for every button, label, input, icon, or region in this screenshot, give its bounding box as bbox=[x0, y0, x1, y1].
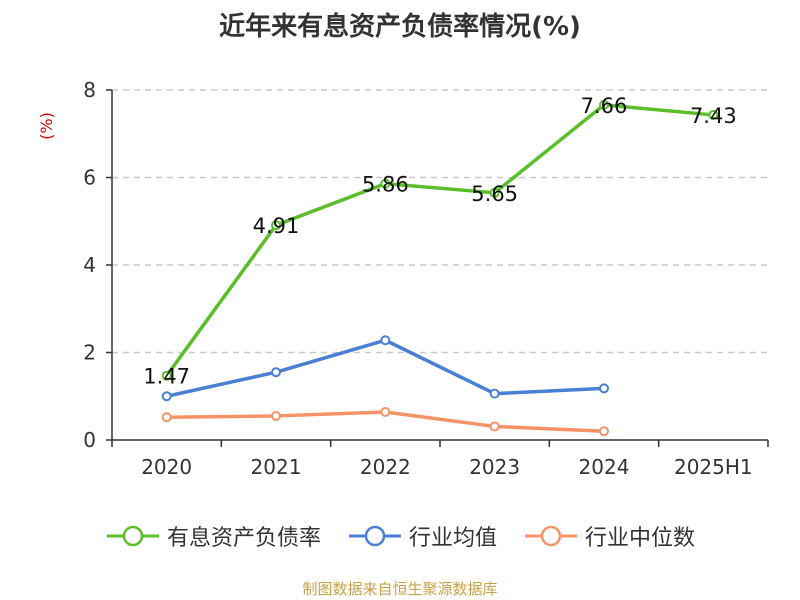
chart-title: 近年来有息资产负债率情况(%) bbox=[219, 12, 581, 42]
data-point bbox=[271, 410, 281, 421]
data-source-note: 制图数据来自恒生聚源数据库 bbox=[302, 580, 498, 598]
y-tick-label: 6 bbox=[83, 166, 96, 190]
series-line-1 bbox=[166, 338, 605, 398]
y-tick-label: 0 bbox=[83, 428, 96, 452]
y-tick-label: 4 bbox=[83, 253, 96, 277]
data-point bbox=[380, 407, 391, 417]
y-axis-label: (%) bbox=[37, 112, 56, 140]
data-point bbox=[161, 370, 172, 381]
data-point bbox=[161, 391, 172, 402]
data-label: 1.47 bbox=[143, 365, 190, 389]
x-tick-label: 2024 bbox=[579, 455, 630, 479]
legend-label: 行业中位数 bbox=[585, 526, 696, 551]
x-tick-label: 2025H1 bbox=[674, 455, 753, 479]
data-label: 5.65 bbox=[471, 182, 518, 206]
legend-item[interactable]: 行业中位数 bbox=[523, 520, 695, 552]
data-point bbox=[489, 421, 500, 432]
x-tick-label: 2023 bbox=[469, 455, 520, 479]
data-point bbox=[599, 383, 609, 394]
legend-label: 行业均值 bbox=[408, 526, 497, 551]
legend-marker-icon bbox=[348, 525, 401, 547]
data-point bbox=[161, 412, 172, 423]
data-point bbox=[708, 109, 719, 120]
data-label: 7.43 bbox=[690, 104, 737, 128]
data-point bbox=[489, 187, 500, 198]
y-tick-label: 8 bbox=[83, 78, 96, 102]
data-point bbox=[599, 99, 609, 110]
y-tick-label: 2 bbox=[83, 341, 96, 365]
data-point bbox=[380, 335, 391, 346]
legend-item[interactable]: 有息资产负债率 bbox=[105, 520, 321, 552]
data-point bbox=[271, 367, 281, 378]
data-label: 5.86 bbox=[362, 173, 409, 197]
data-point bbox=[599, 426, 609, 437]
data-point bbox=[380, 178, 391, 189]
legend-marker-icon bbox=[525, 525, 577, 547]
legend-label: 有息资产负债率 bbox=[166, 526, 321, 551]
legend-marker-icon bbox=[106, 525, 159, 547]
series-line-0 bbox=[165, 103, 714, 377]
data-label: 4.91 bbox=[253, 214, 300, 238]
x-tick-label: 2022 bbox=[360, 455, 411, 479]
x-tick-label: 2020 bbox=[141, 455, 192, 479]
data-label: 7.66 bbox=[581, 94, 628, 118]
x-tick-label: 2021 bbox=[251, 455, 302, 479]
chart-legend: 有息资产负债率 行业均值 行业中位数 bbox=[0, 520, 800, 552]
data-point bbox=[489, 388, 500, 399]
legend-item[interactable]: 行业均值 bbox=[347, 520, 497, 552]
data-point bbox=[271, 220, 281, 231]
